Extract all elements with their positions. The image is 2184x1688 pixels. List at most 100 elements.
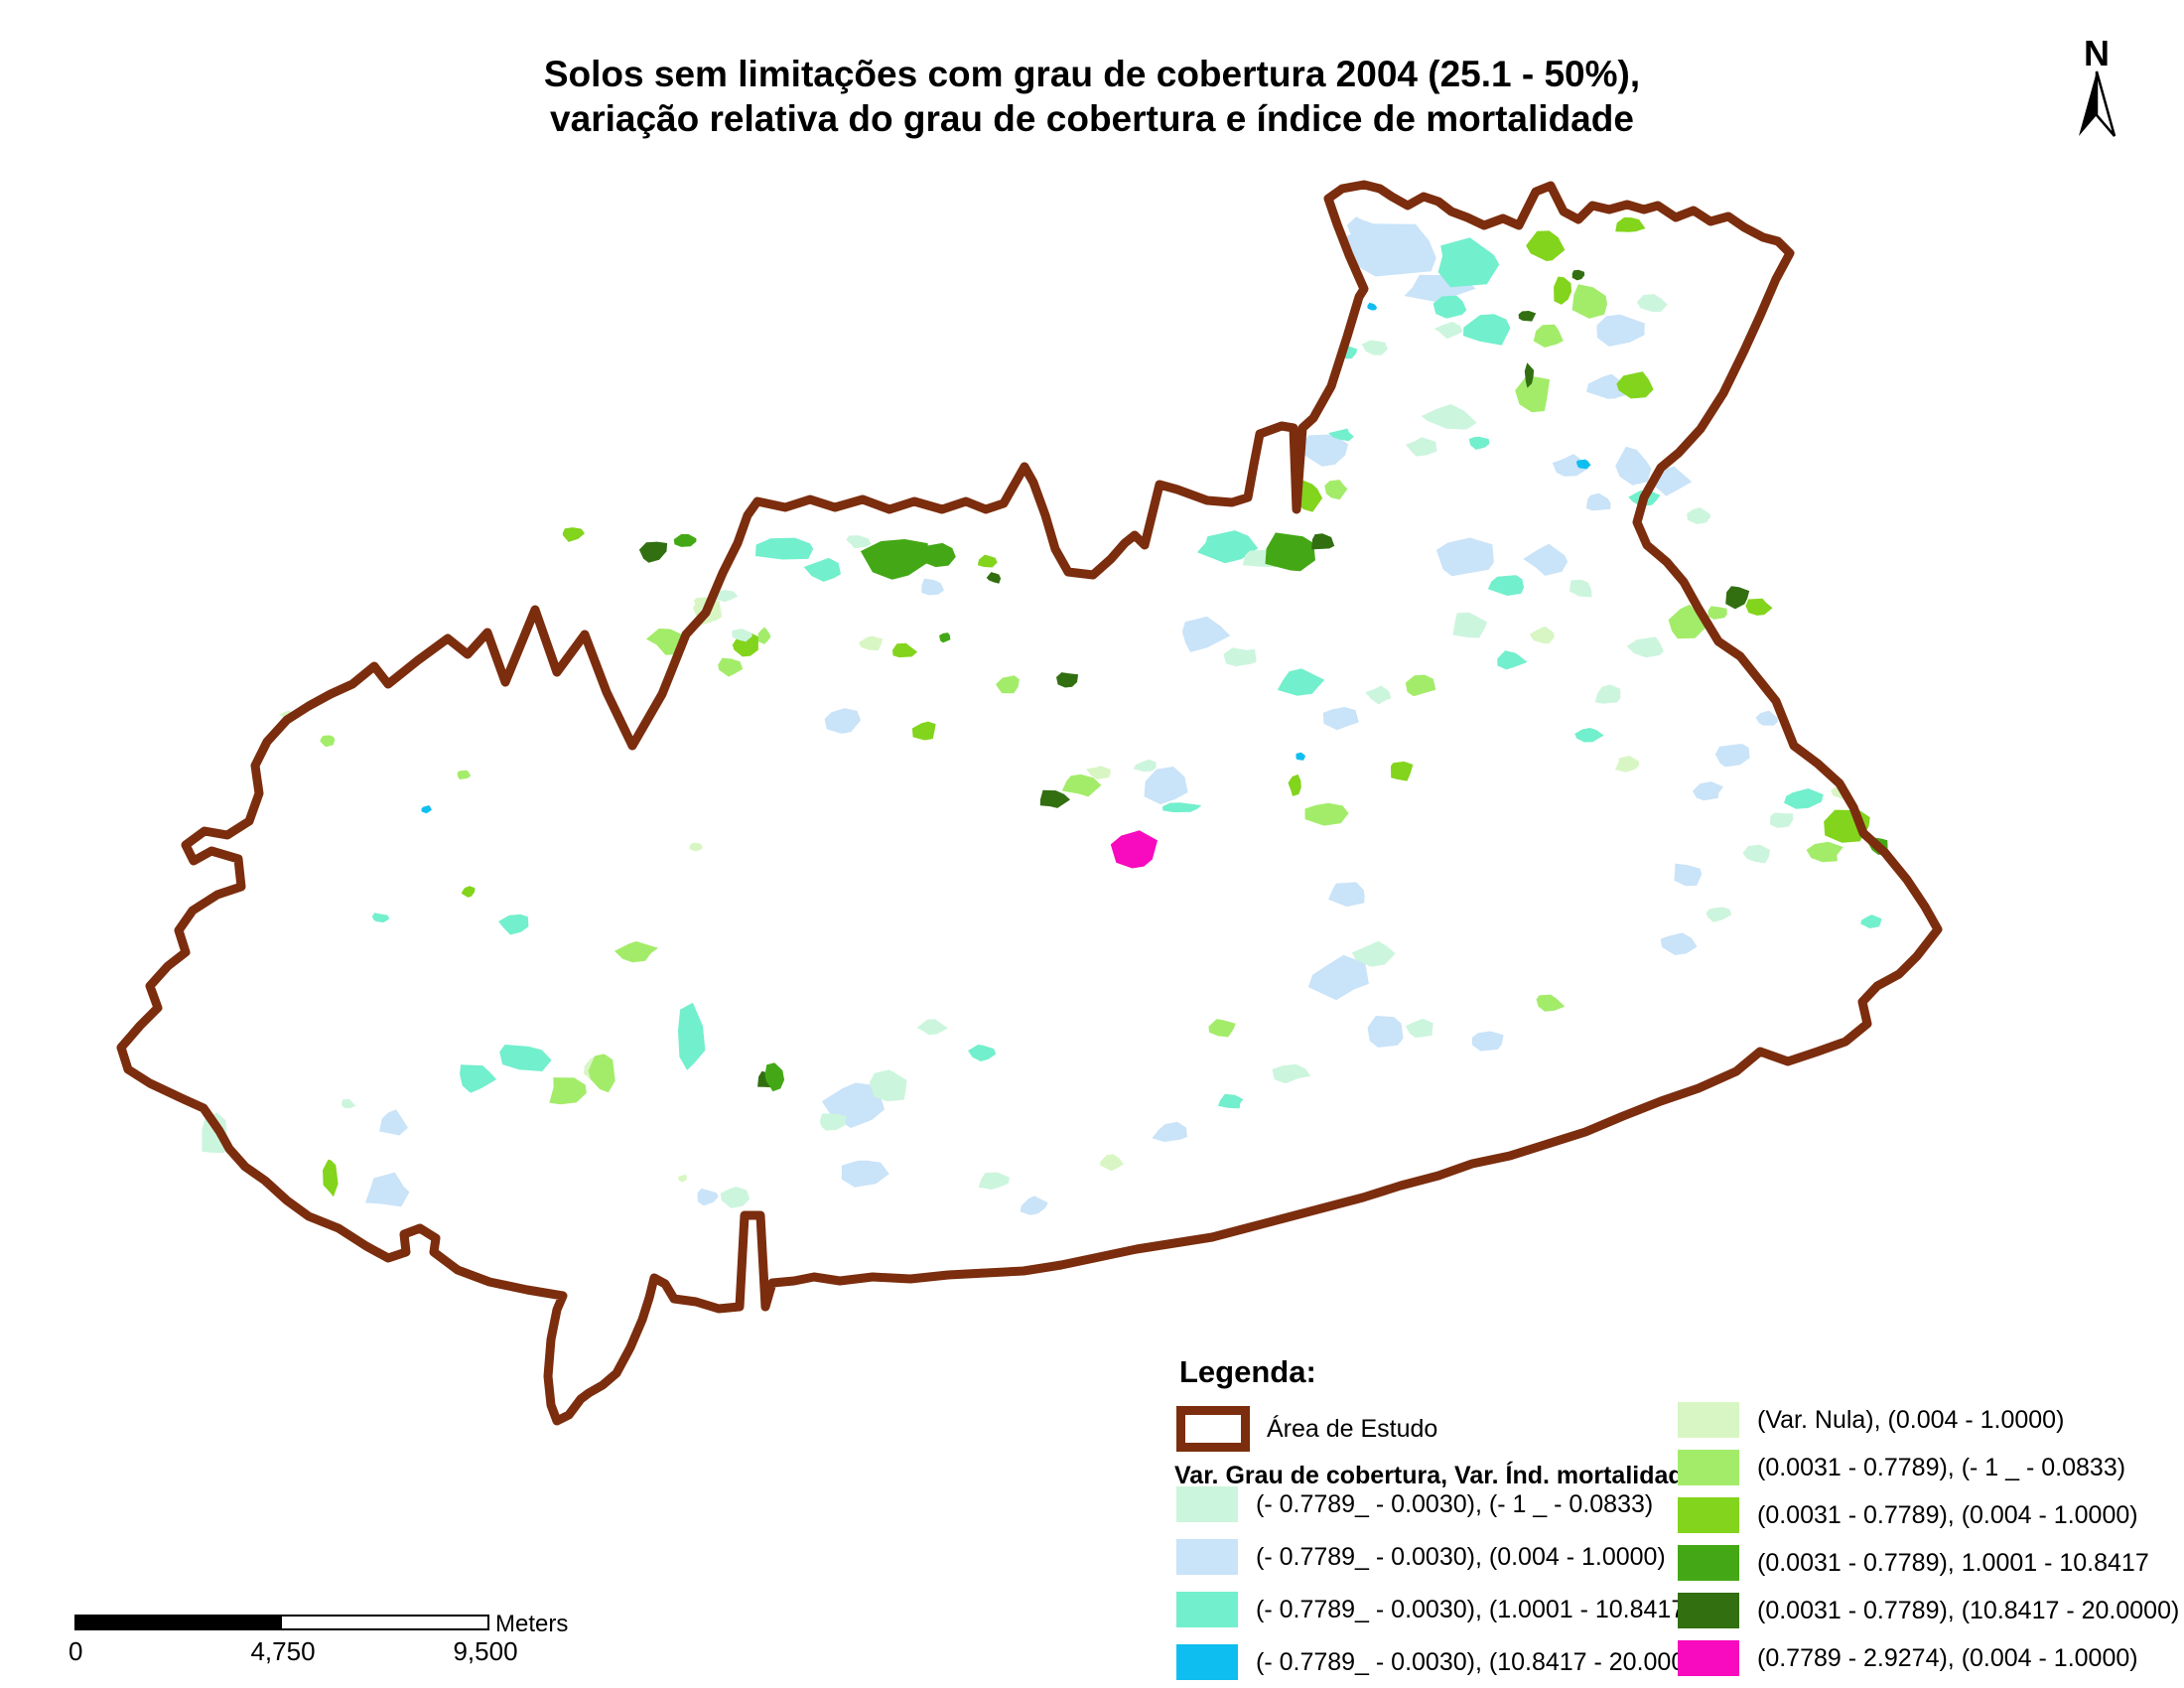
north-arrow-left-half: [2079, 71, 2097, 136]
map-patch: [1288, 774, 1301, 796]
map-patch: [1594, 684, 1621, 704]
map-patch: [1707, 606, 1727, 620]
legend-subheading: Var. Grau de cobertura, Var. Índ. mortal…: [1174, 1462, 1698, 1489]
map-patch: [1433, 295, 1467, 319]
map-patch: [1463, 314, 1511, 346]
legend-swatch: [1176, 1644, 1238, 1680]
legend-entry: (Var. Nula), (0.004 - 1.0000): [1678, 1402, 2179, 1438]
map-patch: [1296, 752, 1305, 761]
map-patch: [421, 805, 432, 814]
map-patch: [549, 1077, 587, 1105]
map-patch: [1784, 788, 1824, 809]
map-patch: [1110, 830, 1158, 869]
legend-entry: (0.7789 - 2.9274), (0.004 - 1.0000): [1678, 1640, 2179, 1676]
study-area-label: Área de Estudo: [1267, 1414, 1438, 1443]
scale-bar-unit: Meters: [495, 1611, 569, 1637]
map-patch: [1742, 844, 1771, 864]
map-patch: [1405, 1018, 1433, 1039]
legend-swatch: [1678, 1593, 1739, 1628]
scale-bar-empty-segment: [282, 1617, 487, 1628]
north-arrow-right-half: [2095, 70, 2116, 137]
map-patch: [1554, 276, 1571, 305]
map-patch: [1523, 543, 1569, 576]
scale-tick-0: 0: [68, 1636, 83, 1666]
map-patch: [1770, 812, 1794, 828]
map-patch: [1615, 216, 1646, 232]
map-patch: [1471, 1031, 1504, 1052]
map-patch: [916, 1019, 949, 1036]
map-patch: [1693, 781, 1724, 801]
map-patch: [1571, 269, 1585, 281]
map-title-line1: Solos sem limitações com grau de cobertu…: [543, 54, 1641, 94]
map-patch: [1585, 492, 1611, 511]
map-patch: [1806, 841, 1843, 863]
scale-tick-end: 9,500: [453, 1636, 518, 1666]
map-patch: [1324, 480, 1348, 500]
legend-entry: (- 0.7789_ - 0.0030), (1.0001 - 10.8417): [1176, 1592, 1706, 1627]
map-patch: [858, 635, 884, 651]
map-patch: [1421, 404, 1477, 430]
map-patch: [1181, 616, 1231, 652]
map-patch: [1575, 459, 1591, 470]
map-title-line2: variação relativa do grau de cobertura e…: [550, 98, 1634, 139]
map-patch: [697, 1188, 719, 1206]
legend-swatch: [1176, 1592, 1238, 1627]
map-patch: [824, 708, 862, 734]
legend-entry-label: (- 0.7789_ - 0.0030), (10.8417 - 20.0000…: [1256, 1647, 1707, 1676]
map-patch: [1162, 802, 1202, 813]
map-patch: [1361, 340, 1388, 355]
map-patch: [1435, 537, 1494, 577]
map-patch: [1574, 728, 1604, 743]
study-area-boundary: [116, 180, 1943, 1426]
map-patch: [1391, 761, 1414, 781]
map-patch: [819, 1113, 847, 1131]
map-patch: [978, 1172, 1010, 1190]
legend-swatch: [1678, 1545, 1739, 1581]
map-patch: [1061, 774, 1102, 797]
map-patch: [1725, 586, 1750, 610]
map-patch: [371, 913, 390, 923]
map-patch: [1636, 294, 1668, 312]
map-patch: [498, 914, 529, 935]
map-patch: [1144, 767, 1188, 805]
map-patch: [1615, 446, 1652, 486]
page-title: Solos sem limitações com grau de cobertu…: [0, 52, 2184, 141]
map-patch: [1406, 437, 1437, 457]
map-patch: [1615, 756, 1640, 773]
map-patch: [1217, 1093, 1244, 1109]
legend-entry-label: (0.7789 - 2.9274), (0.004 - 1.0000): [1757, 1643, 2138, 1672]
map-patch: [1298, 480, 1323, 512]
map-patch: [1347, 216, 1376, 234]
legend-swatch: [1176, 1539, 1238, 1575]
legend-study-area-row: Área de Estudo: [1176, 1406, 1437, 1452]
map-patch: [1526, 230, 1566, 261]
map-patch: [1487, 575, 1525, 596]
map-patch: [1536, 994, 1566, 1012]
map-patch: [1524, 362, 1535, 388]
map-patch: [379, 1109, 408, 1136]
map-patch: [1596, 314, 1645, 347]
map-patch: [1616, 371, 1654, 399]
legend-entry-label: (- 0.7789_ - 0.0030), (1.0001 - 10.8417): [1256, 1595, 1694, 1623]
map-patch: [713, 590, 739, 603]
map-patch: [869, 1069, 907, 1102]
map-patch: [1860, 914, 1882, 928]
map-patch-layer: [202, 216, 1888, 1215]
map-patch: [803, 557, 841, 582]
map-patch: [1152, 1121, 1187, 1142]
map-patch: [1297, 434, 1349, 467]
map-patch: [460, 1064, 497, 1093]
map-patch: [562, 527, 585, 542]
map-patch: [986, 572, 1002, 584]
map-patch: [614, 941, 658, 963]
map-patch: [1653, 466, 1693, 496]
map-patch: [1056, 672, 1079, 688]
map-patch: [1367, 1016, 1404, 1048]
map-patch: [754, 537, 814, 560]
map-patch: [1706, 907, 1732, 922]
map-patch: [732, 629, 752, 642]
map-patch: [1307, 954, 1369, 1001]
map-patch: [757, 627, 771, 644]
